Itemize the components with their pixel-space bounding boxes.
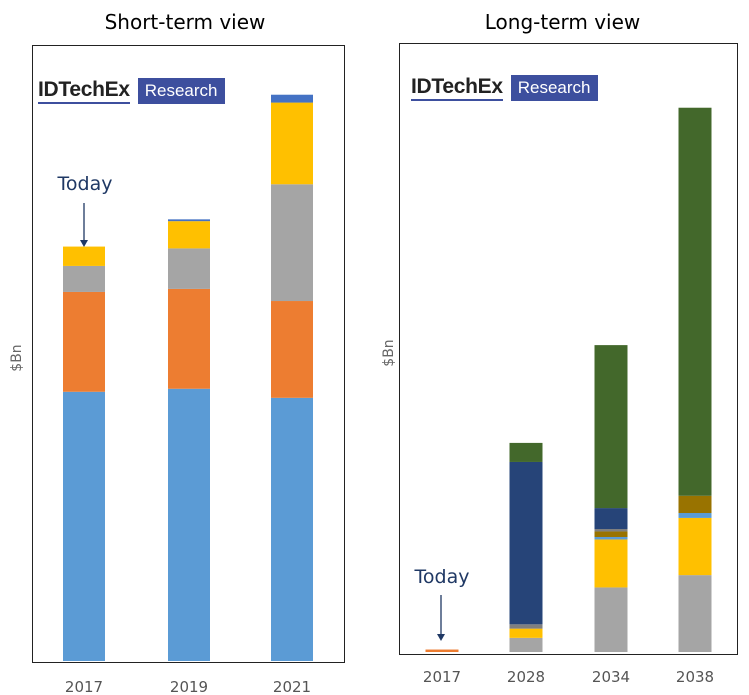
logo-wordmark: IDTechEx <box>411 75 503 101</box>
logo-research-tag: Research <box>137 78 225 104</box>
bar-segment-2028-s1 <box>509 637 543 652</box>
bar-segment-2017-s3 <box>63 246 105 266</box>
x-tick-label-2017: 2017 <box>423 668 461 686</box>
bar-segment-2017-s0 <box>425 649 459 652</box>
long-term-title: Long-term view <box>484 10 641 34</box>
bar-segment-2021-s2 <box>271 184 313 302</box>
bar-segment-2034-s6 <box>594 508 628 529</box>
x-tick-label-2021: 2021 <box>273 678 311 695</box>
bar-segment-2028-s6 <box>509 461 543 625</box>
idtechex-logo-short: IDTechEx Research <box>38 78 225 104</box>
bar-segment-2028-s2 <box>509 628 543 638</box>
bar-segment-2038-s1 <box>678 575 712 652</box>
x-tick-label-2019: 2019 <box>170 678 208 695</box>
bar-segment-2038-s4 <box>678 495 712 514</box>
bar-segment-2034-s2 <box>594 539 628 588</box>
today-annotation: Today <box>57 173 113 195</box>
bar-segment-2019-s3 <box>168 221 210 249</box>
bar-segment-2021-s4 <box>271 94 313 103</box>
bar-segment-2019-s4 <box>168 219 210 222</box>
bar-segment-2017-s2 <box>63 265 105 292</box>
short-term-title: Short-term view <box>104 10 266 34</box>
idtechex-logo-long: IDTechEx Research <box>411 75 598 101</box>
x-tick-label-2038: 2038 <box>676 668 714 686</box>
bar-segment-2038-s3 <box>678 513 712 518</box>
today-arrow-head <box>80 240 88 247</box>
bar-segment-2019-s0 <box>168 388 210 661</box>
bar-segment-2021-s1 <box>271 301 313 398</box>
x-tick-label-2034: 2034 <box>592 668 630 686</box>
bar-segment-2028-s5 <box>509 624 543 629</box>
bar-segment-2034-s4 <box>594 531 628 537</box>
today-arrow-head <box>437 634 445 641</box>
bar-segment-2017-s0 <box>63 391 105 661</box>
bar-segment-2034-s7 <box>594 345 628 509</box>
bar-segment-2019-s1 <box>168 288 210 389</box>
bar-segment-2038-s7 <box>678 107 712 496</box>
today-annotation: Today <box>414 566 470 588</box>
bar-segment-2017-s1 <box>63 291 105 392</box>
bar-segment-2034-s1 <box>594 587 628 652</box>
bar-segment-2034-s5 <box>594 529 628 532</box>
x-tick-label-2017: 2017 <box>65 678 103 695</box>
logo-research-tag: Research <box>510 75 598 101</box>
bar-segment-2034-s3 <box>594 536 628 540</box>
bar-segment-2028-s7 <box>509 442 543 462</box>
bar-segment-2019-s2 <box>168 248 210 289</box>
bar-segment-2021-s3 <box>271 102 313 185</box>
x-tick-label-2028: 2028 <box>507 668 545 686</box>
bar-segment-2038-s2 <box>678 517 712 576</box>
bar-segment-2021-s0 <box>271 397 313 661</box>
logo-wordmark: IDTechEx <box>38 78 130 104</box>
